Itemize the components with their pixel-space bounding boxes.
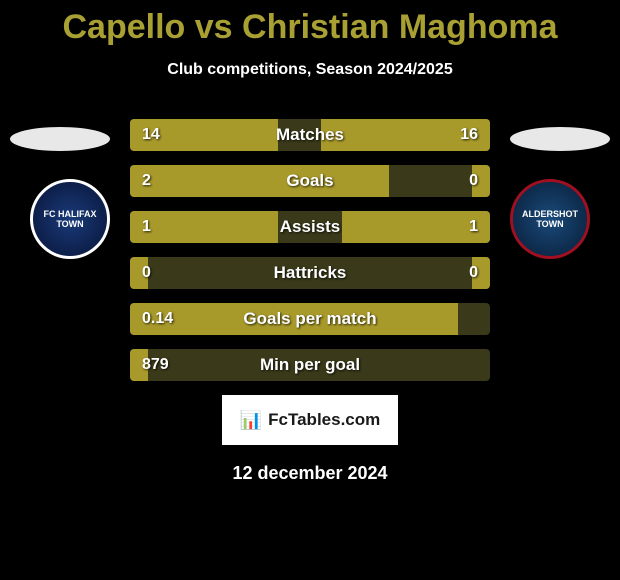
stat-value-right: 16: [460, 126, 478, 144]
footer-date: 12 december 2024: [0, 463, 620, 484]
bar-fill-right: [342, 211, 490, 243]
ellipse-left: [10, 127, 110, 151]
stat-row: 2 0 Goals: [130, 165, 490, 197]
ellipse-right: [510, 127, 610, 151]
stat-label: Goals: [286, 171, 333, 191]
stat-row: 0 0 Hattricks: [130, 257, 490, 289]
comparison-content: FC HALIFAX TOWN ALDERSHOT TOWN 14 16 Match…: [0, 119, 620, 484]
stat-row: 1 1 Assists: [130, 211, 490, 243]
badge-right-label: ALDERSHOT TOWN: [521, 190, 579, 248]
team-badge-left: FC HALIFAX TOWN: [30, 179, 110, 259]
stat-value-right: 0: [469, 172, 478, 190]
stat-bars: 14 16 Matches 2 0 Goals 1 1 Assists 0 0 Hattricks 0.…: [130, 119, 490, 381]
stat-value-left: 0: [142, 264, 151, 282]
subtitle: Club competitions, Season 2024/2025: [0, 61, 620, 79]
bar-fill-left: [130, 211, 278, 243]
stat-label: Matches: [276, 125, 344, 145]
stat-value-left: 0.14: [142, 310, 173, 328]
chart-icon: 📊: [240, 410, 262, 431]
stat-value-left: 2: [142, 172, 151, 190]
stat-row: 0.14 Goals per match: [130, 303, 490, 335]
bar-fill-left: [130, 165, 389, 197]
stat-value-right: 0: [469, 264, 478, 282]
stat-label: Assists: [280, 217, 340, 237]
stat-row: 879 Min per goal: [130, 349, 490, 381]
footer-brand: 📊 FcTables.com: [222, 395, 398, 445]
stat-label: Hattricks: [274, 263, 347, 283]
stat-value-left: 879: [142, 356, 169, 374]
badge-left-label: FC HALIFAX TOWN: [41, 190, 99, 248]
stat-value-left: 14: [142, 126, 160, 144]
footer-brand-text: FcTables.com: [268, 410, 380, 430]
team-badge-right: ALDERSHOT TOWN: [510, 179, 590, 259]
stat-value-right: 1: [469, 218, 478, 236]
stat-value-left: 1: [142, 218, 151, 236]
stat-label: Min per goal: [260, 355, 360, 375]
page-title: Capello vs Christian Maghoma: [0, 0, 620, 47]
stat-label: Goals per match: [243, 309, 376, 329]
stat-row: 14 16 Matches: [130, 119, 490, 151]
